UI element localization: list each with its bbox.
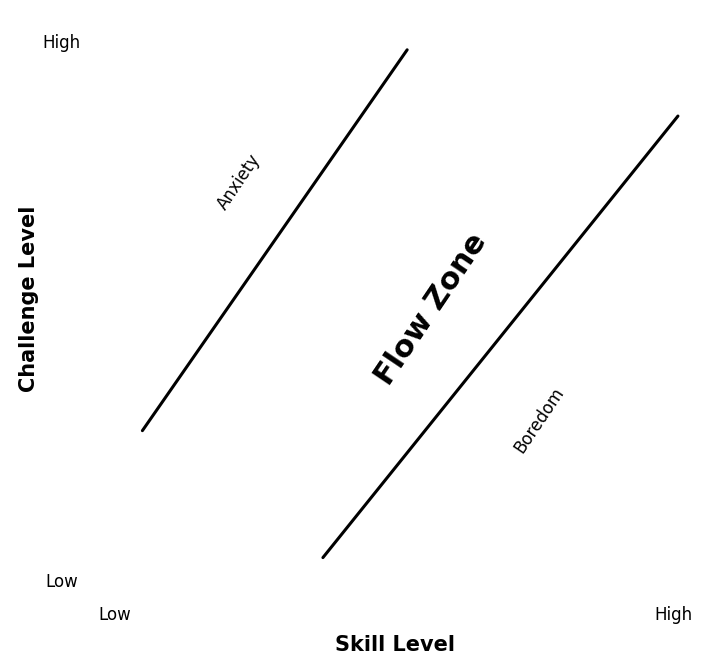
Text: High: High [43,34,80,53]
Text: Anxiety: Anxiety [214,151,264,213]
Text: High: High [654,606,692,624]
Text: Boredom: Boredom [511,384,568,456]
Text: Skill Level: Skill Level [335,635,455,655]
Text: Low: Low [45,573,78,591]
Text: Low: Low [98,606,130,624]
Text: Challenge Level: Challenge Level [19,206,39,392]
Text: Flow Zone: Flow Zone [370,228,492,390]
